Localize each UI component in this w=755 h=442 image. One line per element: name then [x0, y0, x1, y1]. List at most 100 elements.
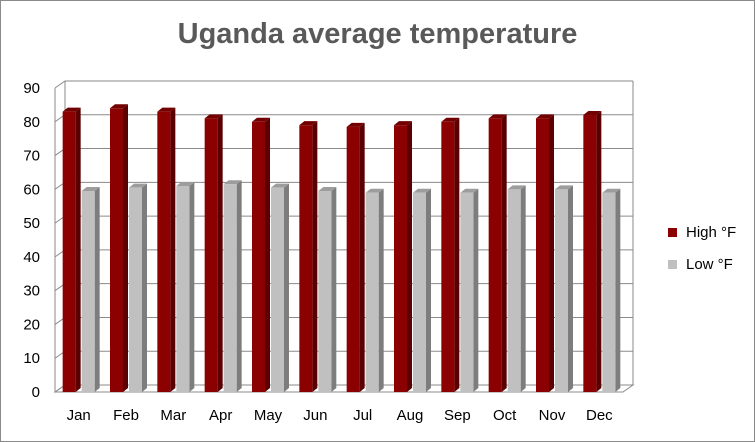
- x-tick-label-apr: Apr: [209, 407, 232, 424]
- bar-side-jun-high: [312, 121, 318, 393]
- x-tick-label-jun: Jun: [303, 407, 327, 424]
- bar-top-jan-low: [81, 187, 100, 192]
- bar-top-jan-high: [62, 107, 81, 112]
- bar-side-apr-high: [217, 114, 223, 393]
- x-tick-label-mar: Mar: [160, 407, 186, 424]
- bar-side-nov-high: [549, 114, 554, 393]
- y-tick-label-70: 70: [23, 148, 40, 165]
- bar-top-may-low: [271, 183, 289, 188]
- legend-swatch-low: [668, 259, 677, 269]
- bar-top-jun-high: [299, 121, 318, 126]
- legend-item-high: High °F: [668, 222, 736, 242]
- y-tick-label-50: 50: [23, 215, 40, 232]
- bar-top-dec-low: [602, 188, 621, 193]
- bar-top-nov-low: [555, 185, 573, 190]
- chart-title: Uganda average temperature: [177, 18, 578, 50]
- bar-sep-high: [441, 121, 455, 393]
- bar-top-jul-high: [346, 122, 365, 127]
- bar-side-aug-low: [426, 188, 431, 392]
- bar-side-dec-low: [615, 188, 621, 392]
- x-tick-label-jul: Jul: [353, 407, 372, 424]
- bar-aug-high: [394, 125, 407, 393]
- bar-top-dec-high: [583, 111, 602, 116]
- bar-sep-low: [460, 192, 474, 392]
- y-tick-label-80: 80: [23, 114, 40, 131]
- bar-nov-low: [555, 189, 568, 392]
- bar-side-feb-high: [123, 104, 128, 393]
- bar-jul-low: [365, 192, 379, 392]
- y-tick-label-40: 40: [23, 249, 40, 266]
- bar-side-jun-low: [331, 187, 337, 392]
- legend-item-low: Low °F: [668, 254, 736, 274]
- bar-top-mar-high: [157, 107, 176, 112]
- y-tick-label-30: 30: [23, 283, 40, 300]
- bar-side-sep-high: [454, 117, 460, 393]
- bar-feb-high: [110, 108, 123, 393]
- legend-label-high: High °F: [686, 223, 737, 241]
- bar-top-sep-high: [441, 117, 460, 122]
- bar-top-apr-high: [204, 114, 223, 119]
- y-tick-label-60: 60: [23, 181, 40, 198]
- bar-side-feb-low: [142, 183, 147, 392]
- x-tick-label-jan: Jan: [67, 407, 91, 424]
- x-tick-label-feb: Feb: [113, 407, 139, 424]
- bar-dec-high: [583, 115, 597, 393]
- bar-top-feb-low: [129, 183, 147, 188]
- gridline-90: [54, 80, 633, 89]
- bar-jan-high: [62, 111, 76, 393]
- x-tick-label-may: May: [254, 407, 283, 424]
- bar-side-may-low: [284, 183, 289, 392]
- bar-top-oct-low: [507, 185, 526, 190]
- bar-top-mar-low: [176, 181, 195, 186]
- bar-oct-low: [507, 189, 521, 392]
- bar-top-may-high: [252, 117, 270, 122]
- bar-apr-low: [223, 184, 237, 392]
- bar-top-nov-high: [536, 114, 554, 119]
- bar-side-may-high: [265, 117, 270, 393]
- bar-top-apr-low: [223, 180, 242, 185]
- x-tick-label-dec: Dec: [586, 407, 613, 424]
- bar-side-jan-low: [94, 187, 100, 392]
- bar-side-mar-high: [170, 107, 176, 393]
- y-tick-label-90: 90: [23, 80, 40, 97]
- bar-jan-low: [81, 191, 95, 392]
- bar-dec-low: [602, 192, 616, 392]
- legend: High °F Low °F: [668, 222, 736, 286]
- bar-side-oct-low: [520, 185, 526, 392]
- bar-top-aug-low: [413, 188, 431, 193]
- bar-side-sep-low: [473, 188, 479, 392]
- bar-jun-low: [318, 191, 332, 392]
- bar-aug-low: [413, 192, 426, 392]
- x-tick-label-oct: Oct: [493, 407, 517, 424]
- bar-may-low: [271, 187, 284, 392]
- x-tick-label-nov: Nov: [539, 407, 566, 424]
- bar-top-jun-low: [318, 187, 337, 192]
- y-tick-label-0: 0: [32, 384, 40, 401]
- bar-feb-low: [129, 187, 142, 392]
- x-tick-label-aug: Aug: [397, 407, 424, 424]
- bar-mar-high: [157, 111, 171, 393]
- bar-top-sep-low: [460, 188, 479, 193]
- bar-side-jul-low: [378, 188, 384, 392]
- bar-side-mar-low: [189, 181, 195, 392]
- bar-side-apr-low: [236, 180, 242, 392]
- bar-side-nov-low: [568, 185, 573, 392]
- bar-top-feb-high: [110, 104, 128, 109]
- legend-label-low: Low °F: [686, 255, 733, 273]
- bar-side-jan-high: [75, 107, 81, 393]
- y-tick-label-10: 10: [23, 350, 40, 367]
- bar-may-high: [252, 121, 265, 393]
- bar-side-aug-high: [407, 121, 412, 393]
- bar-nov-high: [536, 118, 549, 393]
- bar-top-jul-low: [365, 188, 384, 193]
- legend-swatch-high: [668, 227, 677, 237]
- bar-apr-high: [204, 118, 218, 393]
- bar-top-aug-high: [394, 121, 412, 126]
- bar-side-oct-high: [501, 114, 507, 393]
- bar-side-jul-high: [359, 122, 365, 392]
- y-tick-label-20: 20: [23, 316, 40, 333]
- x-tick-label-sep: Sep: [444, 407, 471, 424]
- bar-mar-low: [176, 185, 190, 392]
- bar-top-oct-high: [488, 114, 507, 119]
